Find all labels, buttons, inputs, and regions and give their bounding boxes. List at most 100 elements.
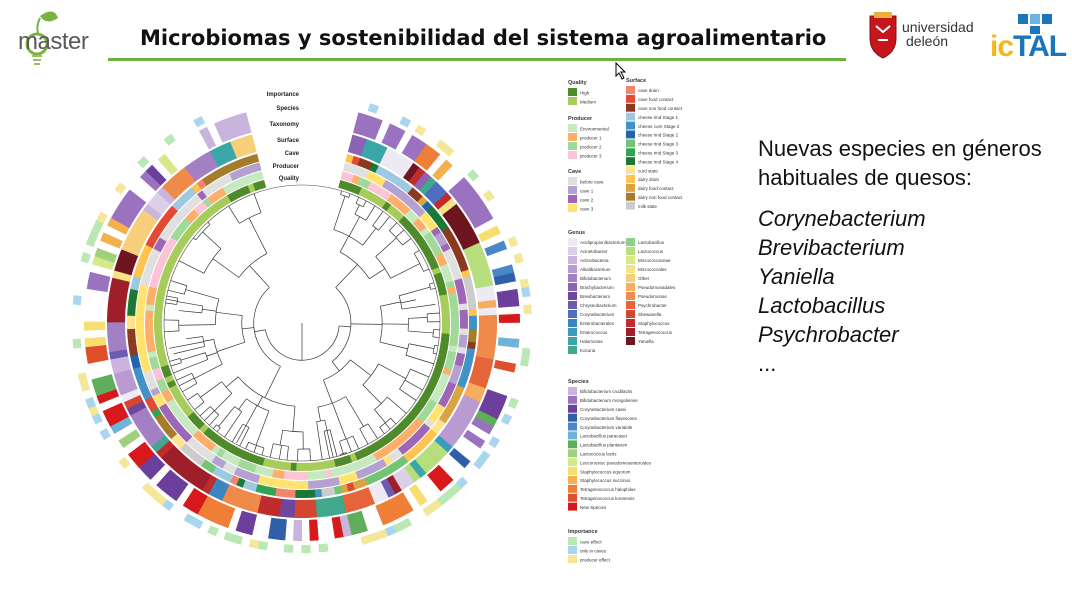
ring-segment: [189, 209, 200, 220]
ring-segment: [497, 297, 520, 308]
ring-segment: [450, 413, 470, 430]
ring-segment: [188, 223, 199, 234]
ring-segment: [240, 450, 250, 461]
ring-segment: [161, 247, 172, 257]
ring-segment: [139, 170, 162, 192]
ring-segment: [394, 211, 405, 222]
ring-segment: [348, 491, 361, 512]
ring-segment: [423, 418, 435, 429]
ring-segment: [459, 328, 468, 336]
ring-segment: [149, 280, 159, 289]
ring-segment: [177, 459, 195, 478]
tree-branch: [413, 253, 424, 272]
ring-segment: [456, 256, 467, 267]
ring-segment: [147, 350, 157, 359]
ring-segment: [167, 236, 178, 247]
ring-segment: [367, 181, 377, 192]
ring-segment: [406, 198, 417, 209]
ring-segment: [195, 444, 207, 455]
ring-segment: [367, 141, 382, 162]
ring-segment: [434, 403, 445, 414]
ring-segment: [352, 480, 362, 490]
tree-branch: [253, 445, 257, 453]
ring-segment: [134, 215, 155, 232]
tree-branch: [201, 305, 204, 313]
ring-segment: [99, 428, 111, 441]
ictal-tal: TAL: [1013, 30, 1067, 63]
ring-segment: [398, 467, 415, 487]
legend-label: Alkalibacterium: [580, 267, 611, 272]
ring-segment: [167, 256, 177, 266]
ring-segment: [109, 416, 133, 434]
ring-segment: [470, 369, 491, 382]
legend-label: High: [580, 90, 590, 95]
ring-segment: [427, 379, 438, 389]
legend-label: Staphylococcus succinus: [580, 478, 631, 483]
tree-branch: [206, 352, 218, 357]
ring-segment: [386, 430, 397, 441]
ring-segment: [208, 478, 224, 498]
tree-branch: [203, 339, 214, 342]
ring-segment: [382, 499, 399, 523]
ring-segment: [408, 483, 428, 507]
ring-segment: [154, 327, 163, 334]
tree-branch: [170, 280, 187, 287]
ring-segment: [257, 540, 269, 551]
ring-segment: [507, 397, 519, 409]
tree-branch: [212, 258, 240, 278]
tree-branch: [286, 446, 289, 461]
ring-segment: [439, 294, 449, 302]
ring-segment: [410, 202, 422, 214]
ring-segment: [414, 143, 434, 166]
ring-segment: [413, 417, 424, 428]
ring-segment: [478, 403, 502, 420]
tree-branch: [414, 250, 420, 254]
ring-segment: [193, 116, 206, 128]
ring-segment: [177, 222, 188, 233]
tree-branch: [255, 410, 270, 446]
ring-segment: [337, 475, 347, 485]
ring-segment: [437, 398, 449, 408]
legend-swatch: [626, 148, 635, 157]
ring-segment: [459, 309, 468, 317]
tree-branch: [367, 423, 378, 439]
ring-segment: [164, 241, 175, 252]
ring-segment: [153, 242, 164, 253]
legend-swatch: [568, 177, 577, 185]
legend-label: Bifidobacterium crudilactis: [580, 389, 633, 394]
tree-branch: [187, 392, 198, 401]
ring-segment: [457, 346, 467, 355]
ring-segment: [169, 418, 180, 429]
ring-segment: [170, 433, 182, 445]
ring-segment: [84, 321, 106, 331]
legend-label: cave drain: [638, 88, 659, 93]
tree-branch: [399, 388, 417, 401]
ring-segment: [312, 462, 320, 471]
ring-segment: [427, 413, 438, 424]
tree-branch: [410, 368, 430, 378]
ring-segment: [183, 513, 196, 525]
legend-label: Tetragenococcus koreensis: [580, 496, 635, 501]
ring-segment: [390, 427, 401, 438]
tree-branch: [176, 372, 192, 381]
ring-segment: [172, 246, 183, 256]
tree-branch: [309, 448, 311, 461]
ring-segment: [145, 316, 154, 323]
ring-segment: [384, 525, 397, 537]
ring-segment: [339, 484, 349, 494]
legend-swatch: [568, 413, 577, 422]
ring-segment: [427, 398, 438, 409]
tree-branch: [378, 363, 406, 379]
ring-segment: [185, 447, 196, 458]
ring-segment: [319, 479, 328, 488]
ring-segment: [331, 516, 344, 539]
tree-branch: [316, 421, 323, 460]
ring-segment: [155, 293, 165, 302]
tree-branch: [207, 221, 211, 225]
legend-swatch: [568, 458, 577, 467]
ring-segment: [155, 299, 164, 307]
ring-segment: [198, 126, 217, 150]
ring-segment: [155, 343, 165, 351]
legend-swatch: [568, 404, 577, 413]
tree-branch: [197, 393, 205, 403]
